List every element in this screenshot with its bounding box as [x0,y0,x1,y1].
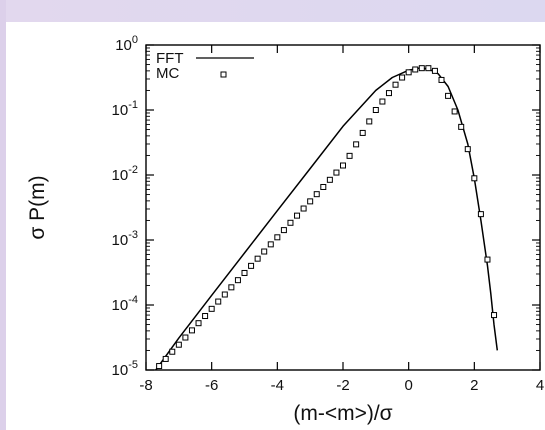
data-point-mc [267,241,274,248]
data-point-mc [438,76,445,83]
data-point-mc [182,334,189,341]
x-tick-label: 0 [404,377,412,394]
data-point-mc [359,129,366,136]
data-point-mc [346,152,353,159]
data-point-mc [477,211,484,218]
figure-panel: -8 -6 -4 -2 0 2 4 100 10-1 10-2 10-3 10-4 10-5 FFT … [6,22,545,430]
plot-frame [145,44,541,371]
series-line-fft [155,67,499,371]
data-point-mc [333,169,340,176]
data-point-mc [491,312,498,319]
data-point-mc [254,255,261,262]
data-point-mc [412,66,419,73]
y-tick-label: 100 [115,34,138,54]
data-point-mc [425,65,432,72]
data-point-mc [195,320,202,327]
data-point-mc [294,212,301,219]
data-point-mc [274,234,281,241]
data-point-mc [234,277,241,284]
data-point-mc [379,98,386,105]
data-point-mc [202,313,209,320]
data-point-mc [175,341,182,348]
y-tick-label: 10-2 [112,164,138,184]
data-point-mc [162,355,169,362]
data-point-mc [221,291,228,298]
x-tick-label: 2 [470,377,478,394]
x-axis-ticks: -8 -6 -4 -2 0 2 4 [139,45,544,394]
data-point-mc [215,298,222,305]
data-point-mc [418,65,425,72]
data-point-mc [228,284,235,291]
window-top-strip [0,0,545,22]
data-point-mc [484,256,491,263]
data-point-mc [392,81,399,88]
y-tick-label: 10-5 [112,359,138,379]
data-point-mc [399,74,406,81]
data-point-mc [464,146,471,153]
y-axis-label: σ P(m) [26,175,49,239]
data-point-mc [326,176,333,183]
y-tick-label: 10-3 [112,229,138,249]
data-point-mc [313,191,320,198]
data-point-mc [353,141,360,148]
data-point-mc [385,90,392,97]
x-tick-label: -2 [336,377,349,394]
x-tick-label: -8 [139,377,152,394]
data-point-mc [451,108,458,115]
data-point-mc [431,67,438,74]
data-point-mc [320,183,327,190]
data-point-mc [248,262,255,269]
data-point-mc [300,205,307,212]
legend: FFT MC [156,50,254,82]
window-left-strip [0,0,6,430]
data-point-mc [169,348,176,355]
x-tick-label: -4 [271,377,284,394]
x-tick-label: 4 [536,377,544,394]
data-point-mc [471,175,478,182]
data-point-mc [287,219,294,226]
log-distribution-chart: -8 -6 -4 -2 0 2 4 100 10-1 10-2 10-3 10-4 10-5 FFT … [26,34,544,425]
legend-label-mc: MC [156,65,179,82]
data-point-mc [261,248,268,255]
data-point-mc [458,123,465,130]
data-point-mc [156,363,163,370]
data-point-mc [241,269,248,276]
data-point-mc [445,92,452,99]
x-tick-label: -6 [205,377,218,394]
data-point-mc [340,162,346,169]
data-point-mc [188,327,195,334]
data-point-mc [372,107,379,113]
data-point-mc [366,118,373,125]
data-point-mc [280,227,287,234]
data-point-mc [307,198,314,205]
legend-swatch-mc [220,71,227,78]
data-point-mc [405,69,412,76]
y-tick-label: 10-1 [112,99,138,119]
legend-label-fft: FFT [156,50,184,67]
data-point-mc [208,305,215,312]
x-axis-label: (m-<m>)/σ [293,402,392,425]
y-tick-label: 10-4 [112,294,138,314]
y-axis-ticks: 100 10-1 10-2 10-3 10-4 10-5 [112,34,540,379]
series-layer [155,65,499,371]
